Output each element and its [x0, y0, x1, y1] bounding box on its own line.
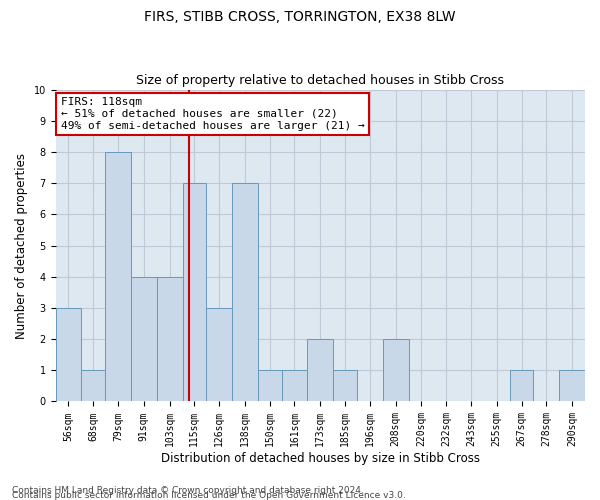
Text: FIRS: 118sqm
← 51% of detached houses are smaller (22)
49% of semi-detached hous: FIRS: 118sqm ← 51% of detached houses ar… — [61, 98, 365, 130]
Bar — [258, 370, 281, 402]
Bar — [559, 370, 585, 402]
Text: Contains public sector information licensed under the Open Government Licence v3: Contains public sector information licen… — [12, 491, 406, 500]
Bar — [383, 339, 409, 402]
Bar — [232, 183, 258, 402]
Text: FIRS, STIBB CROSS, TORRINGTON, EX38 8LW: FIRS, STIBB CROSS, TORRINGTON, EX38 8LW — [144, 10, 456, 24]
Bar — [182, 183, 206, 402]
X-axis label: Distribution of detached houses by size in Stibb Cross: Distribution of detached houses by size … — [161, 452, 480, 465]
Bar — [307, 339, 333, 402]
Title: Size of property relative to detached houses in Stibb Cross: Size of property relative to detached ho… — [136, 74, 504, 87]
Bar — [333, 370, 357, 402]
Bar — [206, 308, 232, 402]
Bar — [56, 308, 82, 402]
Bar — [509, 370, 533, 402]
Bar — [281, 370, 307, 402]
Bar — [157, 276, 182, 402]
Bar — [82, 370, 105, 402]
Y-axis label: Number of detached properties: Number of detached properties — [15, 152, 28, 338]
Text: Contains HM Land Registry data © Crown copyright and database right 2024.: Contains HM Land Registry data © Crown c… — [12, 486, 364, 495]
Bar — [105, 152, 131, 402]
Bar — [131, 276, 157, 402]
